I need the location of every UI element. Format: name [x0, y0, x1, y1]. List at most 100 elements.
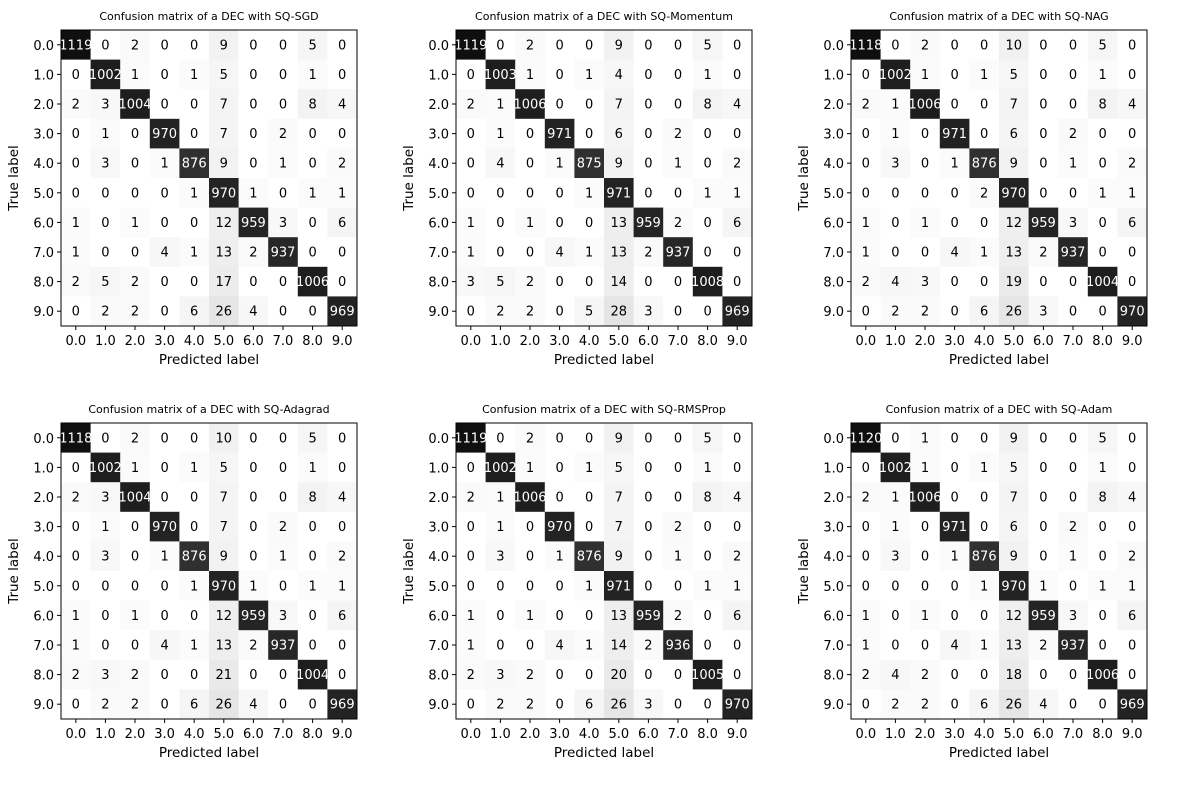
- matrix-cell: [90, 207, 121, 238]
- cell-value-label: 0: [980, 668, 988, 683]
- cell-value-label: 0: [733, 461, 741, 476]
- cell-value-label: 2: [72, 668, 80, 683]
- cell-value-label: 0: [862, 550, 870, 565]
- cell-value-label: 4: [733, 98, 741, 113]
- cell-value-label: 0: [950, 609, 958, 624]
- cell-value-label: 0: [338, 520, 346, 535]
- cell-value-label: 7: [615, 491, 623, 506]
- matrix-cell: [722, 689, 753, 720]
- cell-value-label: 0: [585, 38, 593, 53]
- cell-value-label: 0: [101, 639, 109, 654]
- cell-value-label: 0: [644, 520, 652, 535]
- matrix-cell: [544, 178, 575, 209]
- cell-value-label: 3: [101, 668, 109, 683]
- cell-value-label: 0: [72, 157, 80, 172]
- cell-value-label: 0: [190, 520, 198, 535]
- cell-value-label: 2: [674, 520, 682, 535]
- matrix-cell: [910, 296, 941, 327]
- matrix-cell: [851, 89, 882, 120]
- matrix-cell: [604, 423, 635, 454]
- matrix-cell: [238, 659, 269, 690]
- cell-value-label: 0: [72, 461, 80, 476]
- cell-value-label: 1002: [484, 461, 517, 476]
- cell-value-label: 2: [131, 275, 139, 290]
- matrix-cell: [939, 630, 970, 661]
- cell-value-label: 970: [152, 520, 177, 535]
- matrix-cell: [969, 600, 1000, 631]
- cell-value-label: 0: [950, 38, 958, 53]
- matrix-cell: [268, 541, 299, 572]
- y-tick-label: 3.0: [428, 128, 449, 143]
- cell-value-label: 2: [131, 38, 139, 53]
- cell-value-label: 5: [703, 431, 711, 446]
- cell-value-label: 6: [190, 698, 198, 713]
- cell-value-label: 0: [1039, 68, 1047, 83]
- cell-value-label: 0: [338, 668, 346, 683]
- matrix-cell: [456, 511, 487, 542]
- matrix-cell: [61, 296, 92, 327]
- matrix-cell: [910, 148, 941, 179]
- cell-value-label: 0: [980, 38, 988, 53]
- cell-value-label: 6: [1010, 127, 1018, 142]
- cell-value-label: 1004: [118, 491, 151, 506]
- matrix-cell: [179, 452, 210, 483]
- cell-value-label: 0: [585, 491, 593, 506]
- cell-value-label: 5: [101, 275, 109, 290]
- matrix-cell: [1117, 541, 1148, 572]
- matrix-cell: [209, 689, 240, 720]
- matrix-cell: [880, 148, 911, 179]
- cell-value-label: 0: [279, 305, 287, 320]
- x-tick-label: 6.0: [1033, 727, 1054, 742]
- cell-value-label: 0: [160, 431, 168, 446]
- matrix-cell: [633, 600, 664, 631]
- matrix-cell: [149, 541, 180, 572]
- matrix-cell: [574, 30, 605, 61]
- matrix-cell: [268, 148, 299, 179]
- cell-value-label: 0: [980, 275, 988, 290]
- cell-value-label: 0: [555, 186, 563, 201]
- matrix-cell: [485, 237, 516, 268]
- cell-value-label: 971: [942, 127, 967, 142]
- matrix-cell: [633, 59, 664, 90]
- cell-value-label: 6: [338, 609, 346, 624]
- cell-value-label: 12: [216, 216, 233, 231]
- cell-value-label: 1: [891, 491, 899, 506]
- y-tick-label: 6.0: [428, 216, 449, 231]
- cell-value-label: 0: [160, 68, 168, 83]
- cell-value-label: 1: [1098, 579, 1106, 594]
- cell-value-label: 9: [1010, 550, 1018, 565]
- matrix-cell: [327, 423, 358, 454]
- cell-value-label: 2: [674, 609, 682, 624]
- matrix-cell: [1058, 600, 1089, 631]
- cell-value-label: 1: [1039, 579, 1047, 594]
- matrix-cell: [120, 571, 151, 602]
- cell-value-label: 969: [1120, 698, 1145, 713]
- x-tick-label: 9.0: [1122, 334, 1143, 349]
- cell-value-label: 2: [279, 127, 287, 142]
- cell-value-label: 1: [160, 550, 168, 565]
- matrix-cell: [1117, 148, 1148, 179]
- y-tick-label: 3.0: [33, 128, 54, 143]
- cell-value-label: 0: [555, 431, 563, 446]
- cell-value-label: 0: [1069, 186, 1077, 201]
- cell-value-label: 1: [921, 431, 929, 446]
- matrix-cell: [851, 482, 882, 513]
- cell-value-label: 0: [921, 127, 929, 142]
- cell-value-label: 2: [131, 698, 139, 713]
- cell-value-label: 1006: [908, 491, 941, 506]
- matrix-cell: [297, 59, 328, 90]
- matrix-cell: [179, 541, 210, 572]
- y-tick-label: 9.0: [33, 305, 54, 320]
- matrix-cell: [880, 178, 911, 209]
- cell-value-label: 0: [160, 305, 168, 320]
- cell-value-label: 1: [338, 579, 346, 594]
- matrix-cell: [209, 207, 240, 238]
- matrix-cell: [1028, 89, 1059, 120]
- cell-value-label: 5: [496, 275, 504, 290]
- x-tick-label: 8.0: [1092, 334, 1113, 349]
- matrix-cell: [149, 482, 180, 513]
- y-tick-label: 4.0: [823, 550, 844, 565]
- matrix-cell: [456, 571, 487, 602]
- matrix-cell: [149, 148, 180, 179]
- cell-value-label: 0: [160, 186, 168, 201]
